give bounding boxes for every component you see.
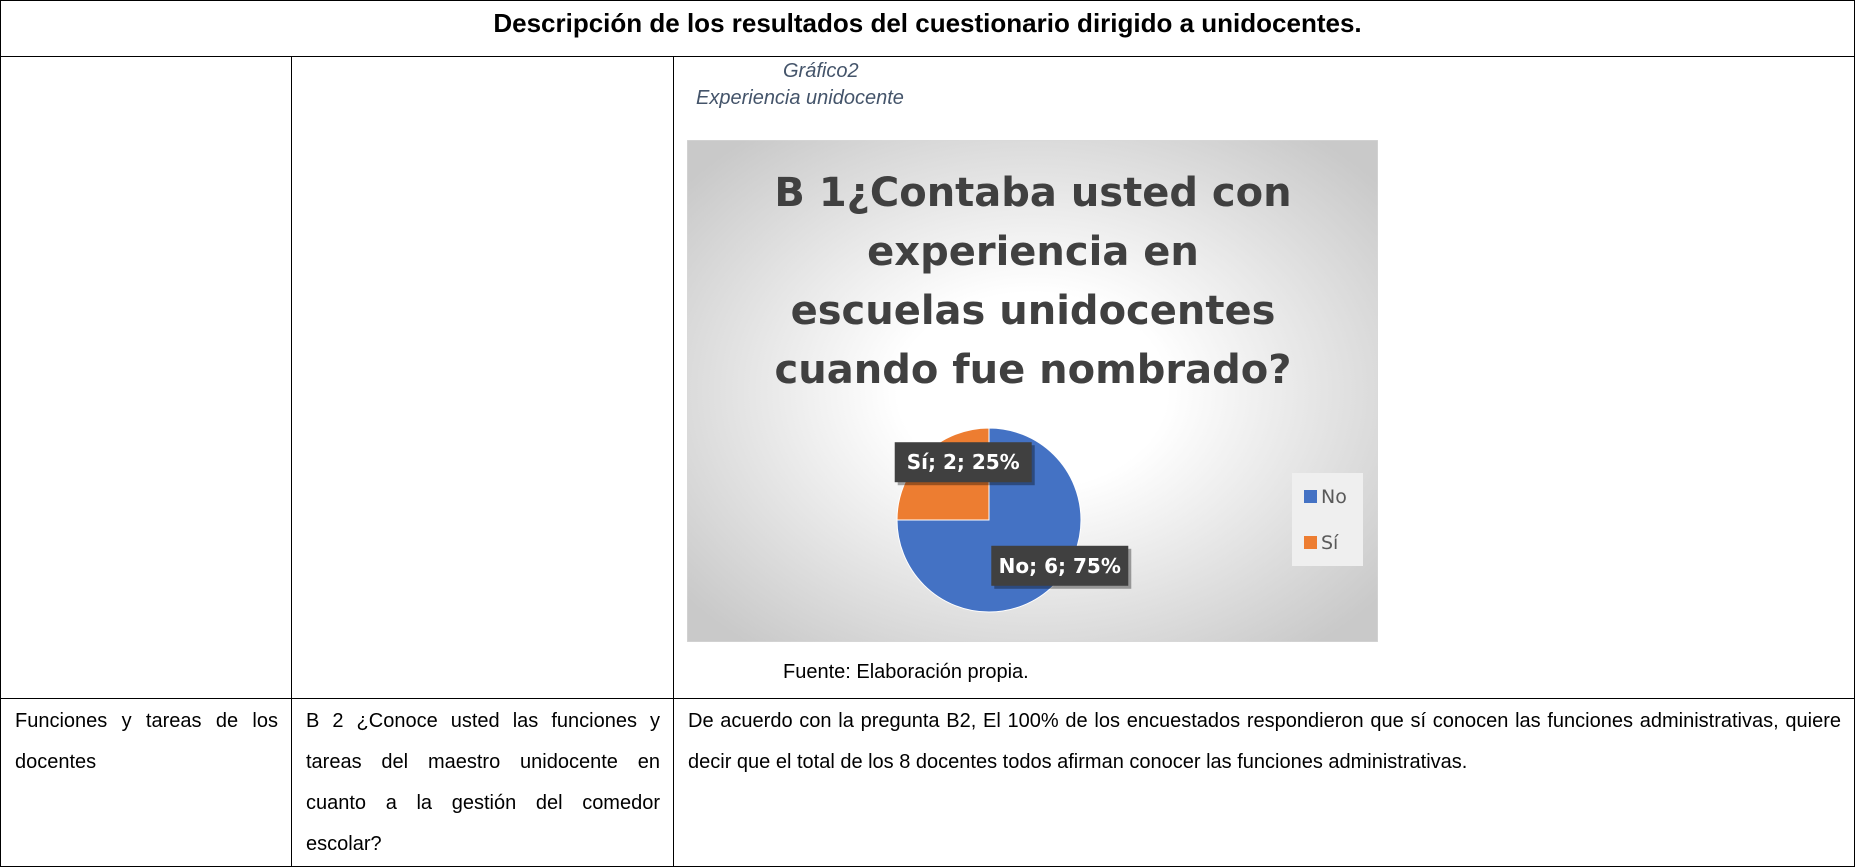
legend-label: No	[1321, 486, 1347, 508]
table-cell: De acuerdo con la pregunta B2, El 100% d…	[673, 698, 1855, 867]
chart-title-line: B 1¿Contaba usted con	[774, 170, 1291, 216]
table-cell: B 2 ¿Conoce usted las funciones y tareas…	[291, 698, 674, 867]
chart-title: B 1¿Contaba usted con experiencia en escue…	[774, 170, 1291, 393]
data-label-box	[991, 545, 1129, 586]
table-cell	[0, 56, 292, 699]
legend-swatch	[1304, 490, 1317, 503]
figure-source: Fuente: Elaboración propia.	[783, 661, 1029, 683]
pie-chart: B 1¿Contaba usted con experiencia en escue…	[687, 140, 1378, 642]
figure-title: Experiencia unidocente	[696, 87, 904, 109]
chart-title-line: cuando fue nombrado?	[775, 347, 1292, 393]
data-label-box	[894, 442, 1032, 483]
table-cell	[291, 56, 674, 699]
chart-title-line: escuelas unidocentes	[791, 288, 1276, 334]
table-cell: Funciones y tareas de los docentes	[0, 698, 292, 867]
chart-title-line: experiencia en	[867, 229, 1199, 275]
legend-swatch	[1304, 536, 1317, 549]
data-label: No; 6; 75%	[999, 554, 1121, 578]
document-title: Descripción de los resultados del cuesti…	[0, 0, 1855, 57]
legend-label: Sí	[1321, 532, 1339, 554]
data-label: Sí; 2; 25%	[907, 450, 1020, 474]
figure-label: Gráfico2	[783, 60, 859, 82]
legend-box	[1292, 473, 1363, 566]
